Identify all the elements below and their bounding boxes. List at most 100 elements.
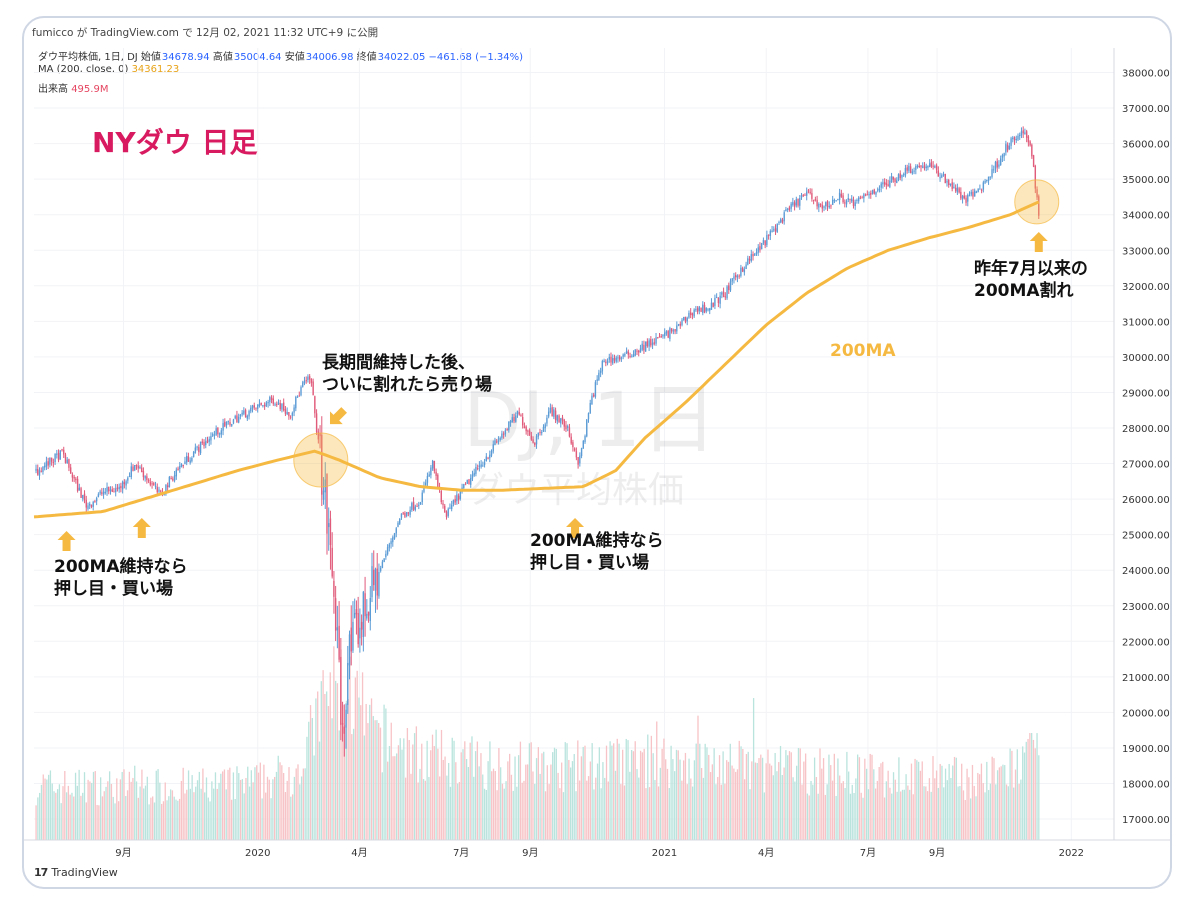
candle <box>655 333 657 346</box>
candle <box>986 179 988 183</box>
candle-body <box>250 407 252 412</box>
ma-break-highlight-2021 <box>1014 179 1060 225</box>
candle-body <box>310 378 313 383</box>
candle <box>788 205 791 212</box>
candle <box>326 473 328 555</box>
x-tick-label: 9月 <box>929 847 945 859</box>
candle <box>428 471 430 478</box>
candle-body <box>225 421 228 426</box>
candle-body <box>418 504 420 506</box>
candle-body <box>379 568 382 571</box>
volume-bar <box>683 760 685 840</box>
candle <box>591 393 593 405</box>
volume-bar <box>71 792 73 840</box>
candle-body <box>345 709 347 728</box>
candle <box>139 465 141 470</box>
candle <box>87 502 89 511</box>
candle <box>490 449 493 458</box>
volume-bar <box>227 769 229 840</box>
candle-body <box>812 199 815 201</box>
candle-body <box>719 295 721 304</box>
volume-bar <box>525 764 527 840</box>
volume-bar <box>456 783 459 840</box>
volume-bar <box>982 783 984 840</box>
candle <box>844 199 846 208</box>
volume-bar <box>706 747 708 840</box>
candle <box>315 409 318 436</box>
candle-body <box>864 194 867 196</box>
candle-body <box>670 328 673 332</box>
candle <box>899 170 901 181</box>
candle <box>328 507 330 551</box>
candle-body <box>677 324 680 326</box>
price-chart[interactable]: DJ, 1日 ダウ平均株価 17000.0018000.0019000.0020… <box>24 18 1170 887</box>
candle-body <box>651 342 654 346</box>
ma-legend-label: MA (200, close, 0) <box>38 64 129 75</box>
candle-body <box>314 396 316 414</box>
volume-bar <box>849 793 852 840</box>
volume-bar <box>713 748 715 840</box>
x-tick-label: 7月 <box>860 847 876 859</box>
candle-body <box>137 465 139 469</box>
volume-bar <box>691 786 694 840</box>
candle <box>1006 142 1009 153</box>
volume-bar <box>1025 741 1027 840</box>
volume-bar <box>200 788 202 840</box>
arrow-shape <box>1029 232 1048 252</box>
candle <box>187 452 190 463</box>
candle-body <box>158 489 160 492</box>
candle <box>632 350 635 358</box>
volume-bar <box>221 771 224 840</box>
volume-bar <box>232 772 235 840</box>
candle <box>218 432 221 438</box>
candle <box>489 450 491 463</box>
volume-bar <box>347 699 349 840</box>
volume-bar <box>654 780 656 840</box>
volume-bar <box>1005 784 1008 840</box>
candle-body <box>404 512 406 517</box>
candle <box>657 337 659 339</box>
candle <box>677 323 680 327</box>
ma-legend[interactable]: MA (200, close, 0) 34361.23 <box>38 64 179 75</box>
candle <box>494 437 496 446</box>
candle <box>920 165 922 172</box>
candle-body <box>726 286 728 299</box>
volume-bar <box>971 764 974 840</box>
tradingview-footer[interactable]: 17 TradingView <box>34 866 118 879</box>
volume-bar <box>568 759 570 840</box>
volume-bar <box>535 758 538 840</box>
candle-body <box>433 460 436 472</box>
candle <box>553 407 555 420</box>
candle <box>303 376 306 386</box>
candle <box>262 404 264 408</box>
candle-body <box>657 337 659 339</box>
candle-body <box>305 380 307 382</box>
candle-body <box>153 483 155 486</box>
volume-bar <box>665 759 667 840</box>
candle-body <box>982 182 985 190</box>
candle <box>828 201 830 209</box>
candle-body <box>194 447 197 453</box>
volume-bar <box>91 782 93 840</box>
candle-body <box>324 479 326 493</box>
candle <box>94 499 96 503</box>
volume-bar <box>449 786 452 840</box>
candle <box>693 308 695 319</box>
candle-body <box>289 416 292 418</box>
candle-body <box>866 194 869 196</box>
candle <box>972 188 974 200</box>
candle-body <box>629 355 631 357</box>
candle-body <box>561 417 564 421</box>
volume-bar <box>338 730 340 840</box>
candle-body <box>1029 141 1031 146</box>
volume-bar <box>907 785 909 840</box>
volume-bar <box>819 748 821 840</box>
candle <box>75 476 77 484</box>
candle <box>276 401 278 407</box>
volume-bar <box>64 770 66 840</box>
candle-body <box>231 424 233 426</box>
candle <box>402 511 404 515</box>
volume-legend[interactable]: 出来高 495.9M <box>38 80 108 95</box>
candle <box>760 242 763 250</box>
volume-bar <box>1004 765 1006 840</box>
